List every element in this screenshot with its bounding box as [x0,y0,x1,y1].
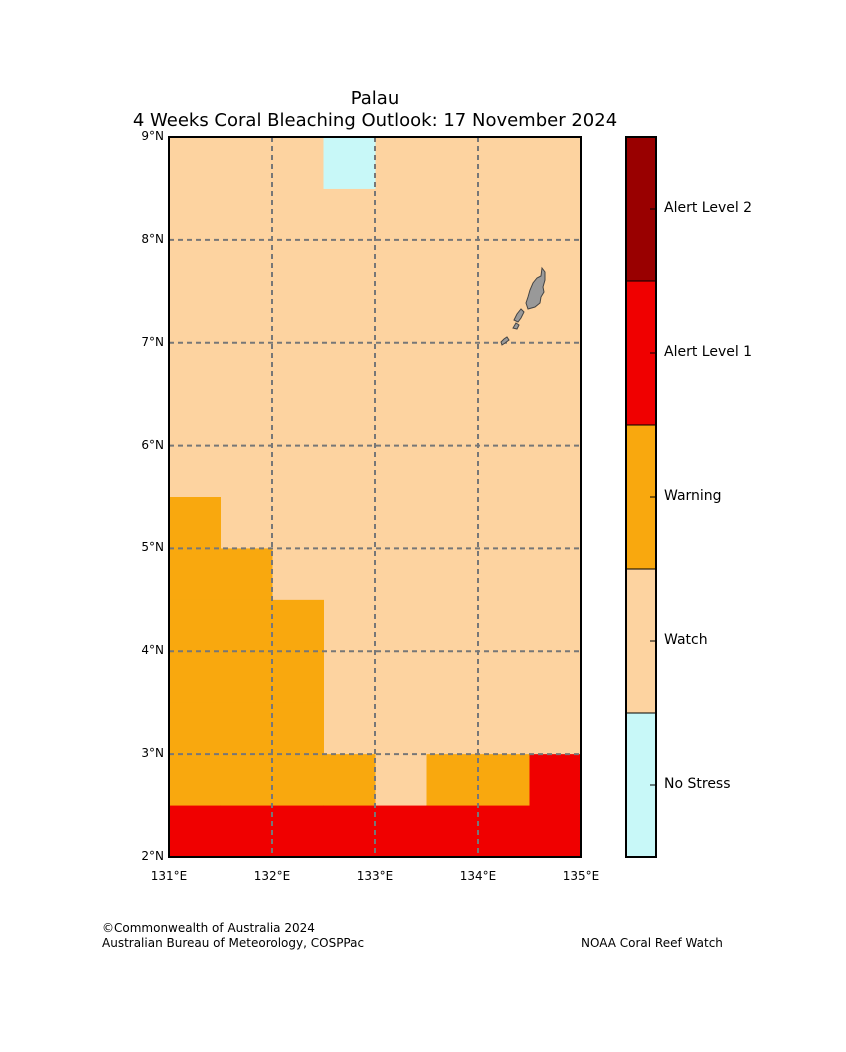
map-cell-warning [220,548,273,601]
palau-landmass [500,266,546,346]
map-cell-alert-level-1 [272,805,324,858]
map-cell-warning [169,497,221,549]
map-title: Palau [350,88,400,109]
map-cell-warning [478,754,530,807]
map-cell-warning [272,599,324,652]
map-cell-warning [323,754,376,807]
x-tick-label: 133°E [356,869,394,883]
map-cell-no-stress [323,137,376,189]
map-cell-warning [169,651,221,704]
colorbar [625,136,657,858]
y-tick-label: 8°N [141,231,164,246]
map-cell-warning [272,651,324,704]
y-tick-label: 3°N [141,746,164,761]
source-credit: NOAA Coral Reef Watch [581,936,723,950]
map-cell-warning [220,599,273,652]
y-tick-label: 5°N [141,540,164,555]
map-cell-warning [169,702,221,755]
map-cell-warning [272,702,324,755]
x-tick-label: 131°E [150,869,188,883]
map-cell-warning [272,754,324,807]
map-cell-warning [169,599,221,652]
map-cell-warning [169,754,221,807]
y-tick-label: 4°N [141,643,164,658]
map-frame [168,136,582,858]
map-cell-alert-level-1 [220,805,273,858]
map-cell-alert-level-1 [323,805,376,858]
map-cell-alert-level-1 [478,805,530,858]
map-cell-alert-level-1 [529,754,582,807]
x-tick-label: 134°E [459,869,497,883]
map-cell-alert-level-1 [529,805,582,858]
map-cell-warning [220,702,273,755]
copyright-line-2: Australian Bureau of Meteorology, COSPPa… [102,936,365,950]
map-cell-alert-level-1 [426,805,479,858]
colorbar-label: Alert Level 1 [664,344,753,360]
colorbar-label: Watch [664,632,708,648]
map-cell-warning [220,651,273,704]
map-subtitle: 4 Weeks Coral Bleaching Outlook: 17 Nove… [132,110,618,131]
colorbar-label: No Stress [664,776,731,792]
map-cell-warning [426,754,479,807]
y-tick-label: 7°N [141,334,164,349]
map-cell-alert-level-1 [375,805,427,858]
colorbar-label: Warning [664,488,722,504]
map-cell-alert-level-1 [169,805,221,858]
colorbar-label: Alert Level 2 [664,200,753,216]
colorbar-frame [625,136,657,858]
gridlines [169,137,581,857]
x-tick-label: 132°E [253,869,291,883]
x-tick-label: 135°E [562,869,600,883]
map-cell-warning [220,754,273,807]
map-cell-warning [169,548,221,601]
y-tick-label: 9°N [141,129,164,143]
y-tick-label: 6°N [141,437,164,452]
y-tick-label: 2°N [141,849,164,863]
copyright-line-1: ©Commonwealth of Australia 2024 [102,921,315,935]
